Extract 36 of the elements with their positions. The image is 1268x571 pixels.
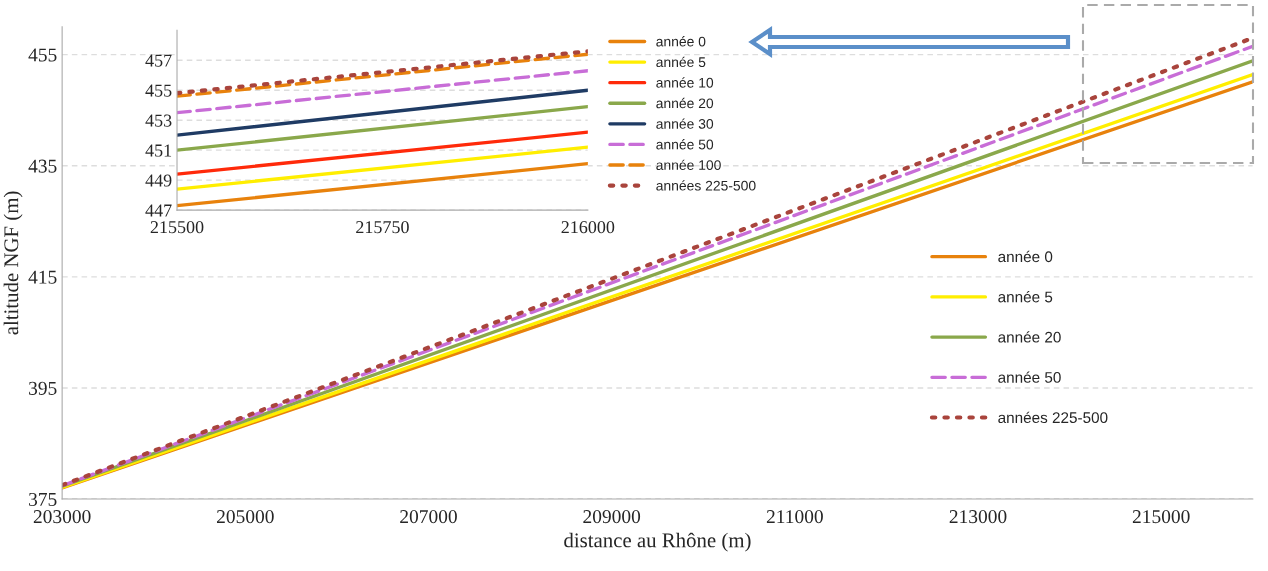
x-tick-label: 203000 [33,510,91,524]
y-tick-label: 395 [29,381,57,395]
legend-label: année 100 [656,159,721,170]
x-tick-label: 215750 [356,221,409,234]
x-tick-label: 215500 [150,221,204,234]
y-tick-label: 455 [28,48,57,62]
x-tick-label: 216000 [561,221,615,234]
y-tick-label: 375 [29,492,57,506]
x-axis-title: distance au Rhône (m) [564,532,751,552]
y-tick-label: 451 [145,144,172,157]
x-tick-label: 209000 [583,510,641,524]
x-tick-label: 211000 [766,510,823,524]
legend-label: année 0 [656,36,706,47]
legend-label: année 5 [656,56,706,68]
legend-label: année 5 [998,290,1053,303]
legend-label: année 50 [656,139,714,150]
x-tick-label: 213000 [949,510,1007,524]
y-tick-label: 457 [145,54,172,67]
legend-label: année 30 [656,118,714,129]
y-tick-label: 435 [28,159,57,173]
x-tick-label: 207000 [400,510,457,524]
y-tick-label: 449 [145,174,172,187]
legend-label: année 50 [998,371,1061,383]
legend-label: année 20 [998,331,1061,343]
y-tick-label: 447 [145,204,172,217]
legend-label: années 225-500 [656,180,756,191]
y-tick-label: 415 [28,270,57,284]
y-tick-label: 453 [145,114,172,127]
y-tick-label: 455 [145,84,172,97]
x-tick-label: 215000 [1132,510,1190,524]
legend-label: année 0 [998,250,1053,263]
x-tick-label: 205000 [217,510,274,524]
legend-label: année 20 [656,97,714,109]
legend-label: années 225-500 [998,411,1108,424]
legend-label: année 10 [656,77,714,88]
y-axis-title: altitude NGF (m) [3,191,23,335]
